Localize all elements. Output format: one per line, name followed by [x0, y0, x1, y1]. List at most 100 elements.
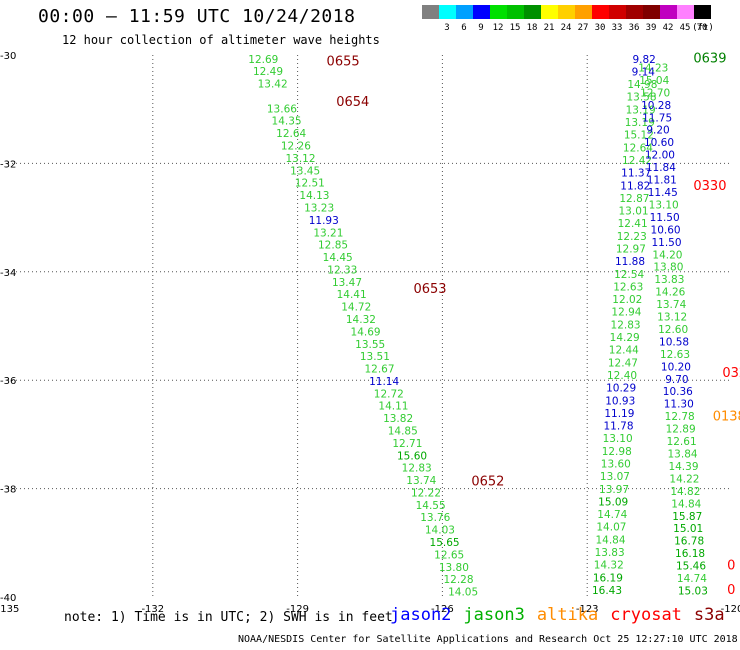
wave-height-value: 11.50 — [650, 212, 680, 224]
wave-height-value: 14.74 — [677, 573, 707, 585]
wave-height-value: 9.20 — [646, 125, 669, 137]
wave-height-value: 15.01 — [673, 523, 703, 535]
wave-height-value: 15.46 — [676, 561, 706, 573]
wave-height-value: 13.84 — [668, 449, 698, 461]
wave-height-value: 14.74 — [597, 509, 627, 521]
wave-height-value: 12.69 — [248, 54, 278, 66]
wave-height-value: 13.55 — [355, 339, 385, 351]
wave-height-value: 12.97 — [616, 243, 646, 255]
wave-height-value: 12.22 — [411, 487, 441, 499]
wave-height-value: 12.83 — [611, 319, 641, 331]
wave-height-value: 11.93 — [309, 215, 339, 227]
pass-time-label: 0330 — [693, 179, 726, 194]
wave-height-value: 13.80 — [439, 562, 469, 574]
lat-tick-label: -38 — [0, 485, 16, 496]
wave-height-value: 10.58 — [659, 336, 689, 348]
legend-label: 42 — [662, 23, 674, 33]
wave-height-value: 11.81 — [647, 175, 677, 187]
wave-height-value: 9.82 — [632, 54, 655, 66]
wave-height-value: 14.29 — [610, 332, 640, 344]
wave-height-value: 12.63 — [613, 281, 643, 293]
wave-height-observations: 12.6912.4913.4213.6614.3512.6412.2613.12… — [248, 54, 708, 599]
legend-swatch — [609, 5, 626, 19]
wave-height-value: 16.18 — [675, 548, 705, 560]
satellite-label: jason2 — [390, 605, 452, 625]
wave-height-value: 12.94 — [611, 307, 641, 319]
wave-height-value: 13.66 — [267, 103, 297, 115]
wave-height-value: 13.12 — [285, 153, 315, 165]
legend-swatch — [439, 5, 456, 19]
pass-time-labels: 0655 0654 0653 0652 0639 0330 0329 0138 0 0 — [327, 52, 740, 598]
legend-swatch — [422, 5, 439, 19]
wave-height-value: 13.47 — [332, 277, 362, 289]
wave-height-value: 14.03 — [425, 525, 455, 537]
wave-height-value: 14.23 — [638, 62, 668, 74]
wave-height-value: 13.51 — [360, 351, 390, 363]
wave-height-value: 12.61 — [667, 436, 697, 448]
wave-height-value: 10.29 — [606, 383, 636, 395]
wave-height-value: 14.55 — [416, 500, 446, 512]
wave-height-value: 13.42 — [258, 79, 288, 91]
lat-tick-label: -30 — [0, 51, 16, 62]
wave-height-value: 14.98 — [627, 79, 657, 91]
legend-swatch — [558, 5, 575, 19]
satellite-key: jason2 jason3 altika cryosat s3a — [390, 605, 737, 625]
wave-height-value: 12.87 — [619, 193, 649, 205]
wave-height-value: 12.85 — [318, 240, 348, 252]
wave-height-value: 12.44 — [609, 345, 639, 357]
wave-height-value: 12.28 — [443, 574, 473, 586]
wave-height-value: 12.72 — [374, 388, 404, 400]
wave-height-value: 12.02 — [612, 294, 642, 306]
wave-height-value: 13.58 — [626, 92, 656, 104]
wave-height-value: 14.69 — [351, 326, 381, 338]
wave-height-value: 13.82 — [383, 413, 413, 425]
wave-height-value: 14.72 — [341, 302, 371, 314]
wave-height-value: 11.75 — [642, 112, 672, 124]
pass-time-label: 0653 — [413, 282, 446, 297]
legend-swatch — [694, 5, 711, 19]
legend-swatch — [643, 5, 660, 19]
wave-height-value: 16.43 — [592, 585, 622, 597]
wave-height-value: 13.76 — [420, 512, 450, 524]
wave-height-value: 12.64 — [623, 142, 653, 154]
satellite-label: jason3 — [463, 605, 525, 625]
wave-height-value: 14.26 — [655, 287, 685, 299]
wave-height-value: 13.83 — [654, 274, 684, 286]
lon-tick-label: -135 — [0, 604, 19, 615]
wave-height-value: 15.87 — [672, 511, 702, 523]
wave-height-value: 13.21 — [313, 227, 343, 239]
legend-label: 70 — [696, 23, 708, 33]
legend-swatch — [626, 5, 643, 19]
credit-footer: NOAA/NESDIS Center for Satellite Applica… — [238, 634, 738, 645]
wave-height-value: 12.47 — [608, 357, 638, 369]
wave-height-value: 11.50 — [651, 237, 681, 249]
wave-height-value: 12.40 — [607, 370, 637, 382]
wave-height-value: 13.60 — [601, 458, 631, 470]
legend-swatch — [473, 5, 490, 19]
wave-height-value: 15.04 — [639, 75, 669, 87]
wave-height-value: 11.78 — [603, 421, 633, 433]
legend-label: 30 — [594, 23, 606, 33]
pass-time-label: 0 — [727, 558, 735, 573]
wave-height-value: 12.64 — [276, 128, 306, 140]
wave-height-value: 11.45 — [648, 187, 678, 199]
page-subtitle: 12 hour collection of altimeter wave hei… — [62, 33, 380, 47]
wave-height-value: 12.98 — [602, 446, 632, 458]
wave-height-value: 12.83 — [402, 463, 432, 475]
wave-height-value: 10.36 — [663, 386, 693, 398]
wave-height-value: 13.10 — [649, 199, 679, 211]
legend-label: 27 — [577, 23, 589, 33]
wave-height-value: 14.45 — [323, 252, 353, 264]
legend-label: 45 — [679, 23, 691, 33]
lat-tick-label: -36 — [0, 376, 16, 387]
pass-time-label: 0329 — [722, 366, 740, 381]
wave-height-value: 11.14 — [369, 376, 399, 388]
wave-height-value: 13.12 — [657, 312, 687, 324]
legend-label: 24 — [560, 23, 572, 33]
pass-time-label: 0654 — [336, 95, 369, 110]
wave-height-value: 13.74 — [406, 475, 436, 487]
wave-height-value: 16.78 — [674, 536, 704, 548]
wave-height-value: 10.93 — [605, 395, 635, 407]
wave-height-value: 12.49 — [253, 66, 283, 78]
